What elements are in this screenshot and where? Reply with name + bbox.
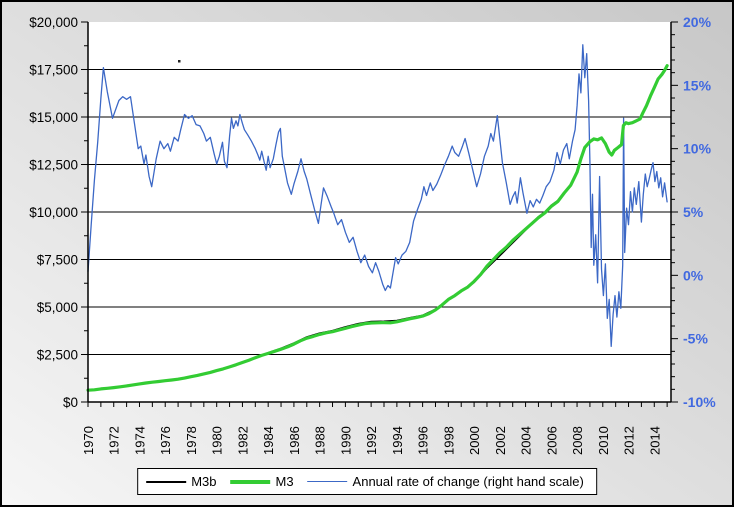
x-tick-label: 1972 (107, 426, 122, 455)
y-left-tick-label: $2,500 (37, 348, 78, 363)
legend-item-annual-rate: Annual rate of change (right hand scale) (307, 474, 584, 489)
x-tick-label: 1992 (364, 426, 379, 455)
y-right-tick-label: 15% (683, 77, 712, 93)
legend-item-m3b: M3b (146, 474, 230, 489)
x-tick-label: 1976 (158, 426, 173, 455)
y-right-tick-label: -10% (683, 394, 716, 410)
x-tick-label: 1996 (416, 426, 431, 455)
x-tick-label: 1980 (210, 426, 225, 455)
y-right-tick-label: 5% (683, 204, 704, 220)
legend-label: Annual rate of change (right hand scale) (352, 474, 584, 489)
x-tick-label: 1986 (287, 426, 302, 455)
series-line-annual-rate (87, 44, 668, 347)
x-axis: 1970 1972 1974 1976 1978 1980 1982 1984 1986 1988… (81, 402, 668, 455)
x-tick-label: 2014 (647, 426, 662, 455)
y-right-tick-label: 0% (683, 267, 704, 283)
y-left-tick-label: $12,500 (29, 158, 78, 173)
x-tick-label: 1988 (313, 426, 328, 455)
y-left-tick-label: $7,500 (37, 253, 78, 268)
x-tick-label: 1998 (441, 426, 456, 455)
y-left-tick-label: $10,000 (29, 205, 78, 220)
y-right-tick-label: 10% (683, 141, 712, 157)
y-right-tick-label: 20% (683, 14, 712, 30)
legend: M3b M3 Annual rate of change (right hand s… (137, 468, 597, 495)
x-tick-label: 2010 (596, 426, 611, 455)
y-left-tick-label: $5,000 (37, 300, 78, 315)
legend-label: M3 (275, 474, 294, 489)
legend-line-swatch (230, 479, 271, 484)
x-tick-label: 2012 (622, 426, 637, 455)
x-tick-label: 1974 (132, 426, 147, 455)
series-annual-rate (87, 44, 668, 347)
y-left-tick-label: $20,000 (29, 15, 78, 30)
stray-dot (178, 60, 181, 63)
x-tick-label: 1984 (261, 426, 276, 455)
legend-item-m3: M3 (230, 474, 307, 489)
y-left-tick-label: $15,000 (29, 110, 78, 125)
x-tick-label: 1990 (338, 426, 353, 455)
x-tick-label: 1982 (235, 426, 250, 455)
x-tick-label: 2006 (544, 426, 559, 455)
x-tick-label: 2002 (493, 426, 508, 455)
x-tick-label: 2000 (467, 426, 482, 455)
y-right-axis: -10% -5% 0% 5% 10% 15% 20% (671, 14, 716, 410)
legend-label: M3b (191, 474, 217, 489)
gridlines (88, 69, 671, 355)
y-left-tick-label: $0 (63, 395, 78, 410)
legend-line-swatch (307, 481, 348, 482)
x-tick-label: 1978 (184, 426, 199, 455)
y-left-tick-label: $17,500 (29, 63, 78, 78)
y-right-tick-label: -5% (683, 331, 708, 347)
x-tick-label: 2004 (519, 426, 534, 455)
legend-line-swatch (146, 480, 187, 483)
series-line-m3 (86, 64, 669, 392)
series-m3 (86, 64, 669, 392)
x-tick-label: 1994 (390, 426, 405, 455)
x-tick-label: 1970 (81, 426, 96, 455)
y-left-axis: $0 $2,500 $5,000 $7,500 $10,000 $12,500 $15,00… (29, 15, 88, 410)
x-tick-label: 2008 (570, 426, 585, 455)
